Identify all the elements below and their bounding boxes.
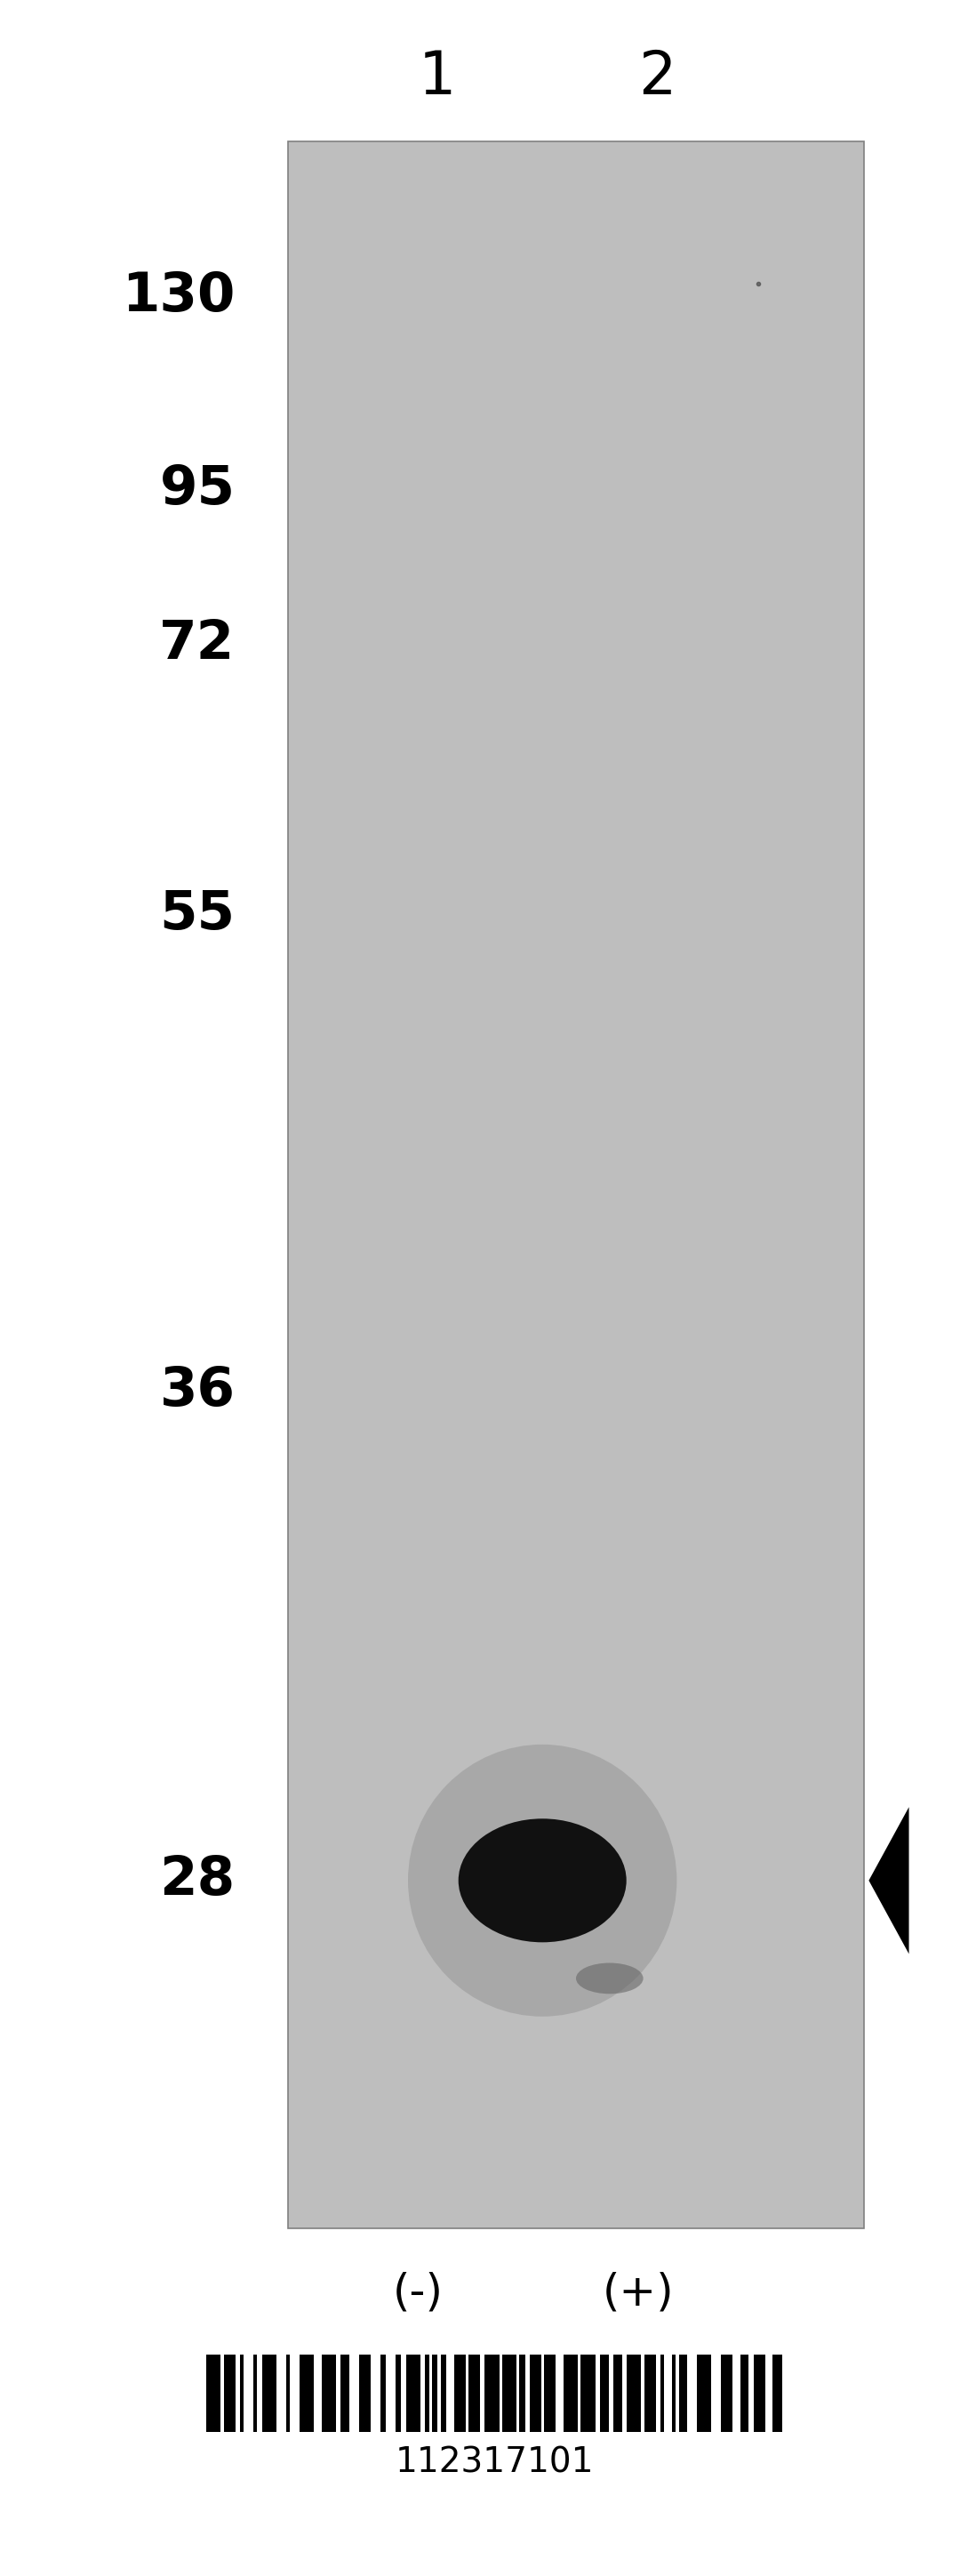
- Bar: [773, 2354, 782, 2432]
- Text: 95: 95: [159, 464, 235, 515]
- Bar: [454, 2354, 466, 2432]
- Bar: [380, 2354, 386, 2432]
- Bar: [721, 2354, 732, 2432]
- Bar: [406, 2354, 420, 2432]
- Bar: [224, 2354, 235, 2432]
- Bar: [485, 2354, 499, 2432]
- Text: 1: 1: [418, 49, 456, 106]
- Bar: [644, 2354, 656, 2432]
- Bar: [425, 2354, 429, 2432]
- Text: 72: 72: [159, 618, 235, 670]
- Bar: [754, 2354, 765, 2432]
- Bar: [432, 2354, 438, 2432]
- Text: 112317101: 112317101: [396, 2445, 593, 2481]
- Text: 28: 28: [159, 1855, 235, 1906]
- Bar: [660, 2354, 664, 2432]
- Bar: [396, 2354, 401, 2432]
- Bar: [530, 2354, 541, 2432]
- Bar: [288, 142, 864, 2228]
- Bar: [672, 2354, 676, 2432]
- Bar: [627, 2354, 641, 2432]
- Text: 55: 55: [159, 889, 235, 940]
- Bar: [441, 2354, 446, 2432]
- Bar: [697, 2354, 711, 2432]
- Bar: [544, 2354, 556, 2432]
- Bar: [581, 2354, 595, 2432]
- Bar: [468, 2354, 480, 2432]
- Bar: [300, 2354, 314, 2432]
- Bar: [253, 2354, 257, 2432]
- Text: (-): (-): [393, 2272, 443, 2313]
- Bar: [262, 2354, 276, 2432]
- Ellipse shape: [459, 1819, 626, 1942]
- Bar: [359, 2354, 371, 2432]
- Bar: [286, 2354, 290, 2432]
- Bar: [322, 2354, 336, 2432]
- Bar: [519, 2354, 525, 2432]
- Text: (+): (+): [603, 2272, 674, 2313]
- Bar: [206, 2354, 221, 2432]
- Bar: [613, 2354, 622, 2432]
- Text: 2: 2: [638, 49, 677, 106]
- Ellipse shape: [408, 1744, 677, 2017]
- Bar: [564, 2354, 578, 2432]
- Bar: [240, 2354, 244, 2432]
- Text: 130: 130: [122, 270, 235, 322]
- Bar: [600, 2354, 609, 2432]
- Ellipse shape: [576, 1963, 643, 1994]
- Bar: [679, 2354, 687, 2432]
- Polygon shape: [869, 1808, 909, 1953]
- Text: 36: 36: [159, 1365, 235, 1417]
- Bar: [740, 2354, 749, 2432]
- Bar: [502, 2354, 516, 2432]
- Bar: [341, 2354, 349, 2432]
